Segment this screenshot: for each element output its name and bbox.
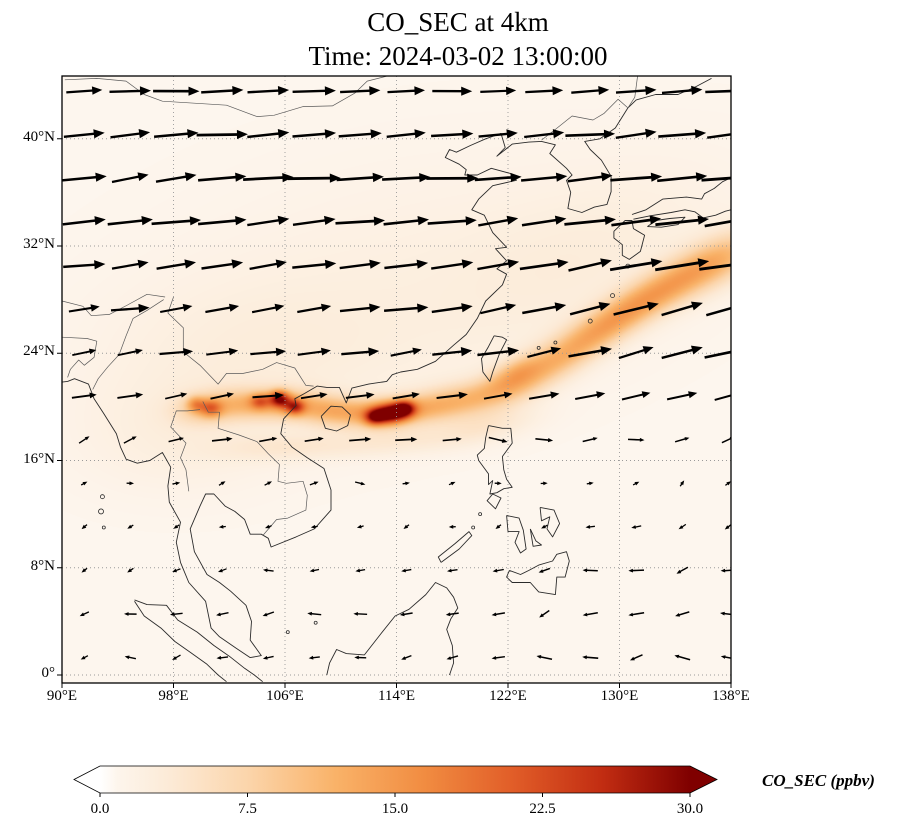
x-tick-label: 114°E <box>377 688 416 704</box>
colorbar-tick-label: 7.5 <box>238 801 257 817</box>
chart-subtitle: Time: 2024-03-02 13:00:00 <box>308 41 608 71</box>
y-tick-label: 8°N <box>30 557 55 574</box>
y-tick-label: 16°N <box>23 450 55 467</box>
x-tick-label: 130°E <box>600 688 639 704</box>
y-tick-label: 0° <box>41 665 56 681</box>
colorbar-tick-label: 0.0 <box>91 801 110 817</box>
y-tick-label: 32°N <box>23 236 55 252</box>
y-tick-label: 40°N <box>23 128 55 145</box>
colorbar-bar <box>73 765 718 794</box>
colorbar-tick-label: 30.0 <box>677 801 703 817</box>
map-heatmap <box>62 76 731 683</box>
x-tick-label: 138°E <box>712 688 750 704</box>
x-tick-label: 122°E <box>489 688 527 704</box>
colorbar-tick-label: 15.0 <box>382 801 408 817</box>
x-tick-label: 90°E <box>46 688 78 704</box>
x-tick-label: 106°E <box>266 688 304 704</box>
chart-title: CO_SEC at 4km <box>367 7 549 37</box>
colorbar: 0.0 7.5 15.0 22.5 30.0 <box>73 765 718 817</box>
colorbar-tick-label: 22.5 <box>529 801 555 817</box>
y-tick-label: 24°N <box>23 343 55 360</box>
x-tick-label: 98°E <box>158 688 189 704</box>
colorbar-label: CO_SEC (ppbv) <box>762 771 875 790</box>
